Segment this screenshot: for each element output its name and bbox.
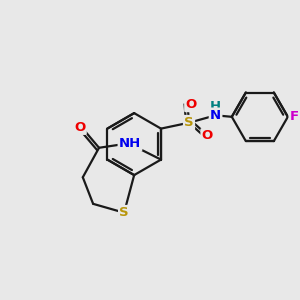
Text: S: S (119, 206, 129, 219)
Text: N: N (210, 109, 221, 122)
Text: F: F (290, 110, 299, 123)
Text: O: O (202, 130, 213, 142)
Text: O: O (74, 121, 85, 134)
Text: H: H (210, 100, 221, 113)
Text: NH: NH (119, 137, 141, 150)
Text: O: O (185, 98, 197, 111)
Text: S: S (184, 116, 194, 129)
